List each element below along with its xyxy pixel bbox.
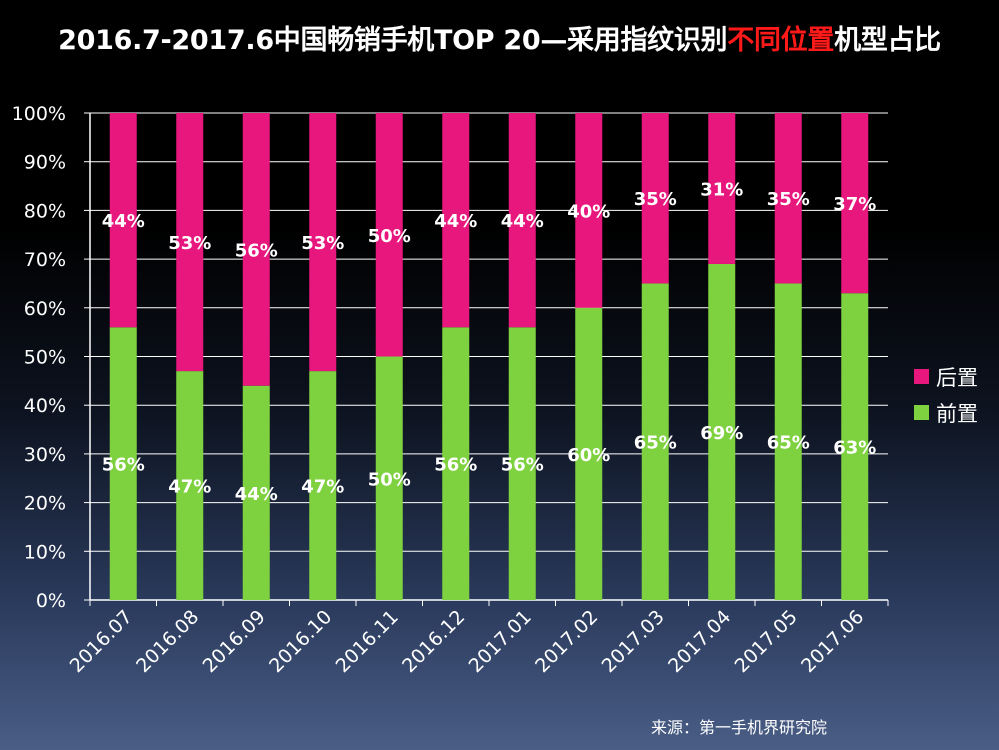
x-tick-label: 2017.06 xyxy=(797,606,868,677)
bar-front xyxy=(375,356,403,600)
bar-front xyxy=(442,327,470,600)
x-tick-label: 2016.07 xyxy=(66,606,137,677)
x-tick-label: 2017.03 xyxy=(598,606,669,677)
data-label-front: 56% xyxy=(501,455,544,476)
title-suffix: 机型占比 xyxy=(834,25,941,56)
data-label-rear: 53% xyxy=(301,233,344,254)
bar-rear xyxy=(375,113,403,357)
bar-rear xyxy=(176,113,204,372)
data-label-rear: 53% xyxy=(168,233,211,254)
bar-rear xyxy=(442,113,470,328)
source-note: 来源：第一手机界研究院 xyxy=(651,718,828,737)
x-tick-label: 2016.11 xyxy=(332,606,403,677)
bar-front xyxy=(641,283,669,600)
data-label-rear: 35% xyxy=(767,189,810,210)
data-label-front: 50% xyxy=(368,469,411,490)
data-label-front: 69% xyxy=(700,423,743,444)
bar-front xyxy=(774,283,802,600)
data-label-front: 47% xyxy=(301,477,344,498)
data-label-rear: 40% xyxy=(567,201,610,222)
y-tick-label: 60% xyxy=(24,298,66,320)
legend-swatch-front xyxy=(914,405,929,420)
bar-front xyxy=(176,371,204,600)
bar-front xyxy=(841,293,869,600)
y-tick-label: 20% xyxy=(24,493,66,515)
bar-front xyxy=(708,263,736,600)
bar-front xyxy=(109,327,137,600)
title-prefix: 2016.7-2017.6中国畅销手机TOP 20—采用指纹识别 xyxy=(58,25,728,56)
bar-front xyxy=(242,385,270,600)
bar-front xyxy=(309,371,337,600)
bar-rear xyxy=(575,113,603,308)
y-tick-label: 50% xyxy=(24,347,66,369)
bar-rear xyxy=(641,113,669,284)
x-tick-label: 2016.08 xyxy=(132,606,203,677)
bar-rear xyxy=(841,113,869,294)
y-tick-label: 10% xyxy=(24,541,66,563)
bar-front xyxy=(508,327,536,600)
data-label-front: 65% xyxy=(767,433,810,454)
data-label-front: 47% xyxy=(168,477,211,498)
y-tick-label: 90% xyxy=(24,152,66,174)
bar-rear xyxy=(508,113,536,328)
y-tick-label: 40% xyxy=(24,395,66,417)
x-tick-label: 2016.10 xyxy=(265,606,336,677)
legend-label-front: 前置 xyxy=(936,402,978,426)
y-tick-label: 80% xyxy=(24,200,66,222)
bar-rear xyxy=(242,113,270,386)
data-label-rear: 35% xyxy=(634,189,677,210)
data-label-rear: 56% xyxy=(235,240,278,261)
data-label-rear: 44% xyxy=(434,211,477,232)
y-tick-label: 100% xyxy=(12,103,66,125)
x-tick-label: 2017.05 xyxy=(731,606,802,677)
x-tick-label: 2016.09 xyxy=(199,606,270,677)
legend-label-rear: 后置 xyxy=(936,366,978,390)
data-label-front: 56% xyxy=(434,455,477,476)
y-tick-label: 30% xyxy=(24,444,66,466)
bar-rear xyxy=(708,113,736,264)
x-tick-label: 2017.01 xyxy=(465,606,536,677)
data-label-rear: 50% xyxy=(368,226,411,247)
data-label-front: 60% xyxy=(567,445,610,466)
data-label-front: 65% xyxy=(634,433,677,454)
bar-rear xyxy=(774,113,802,284)
y-tick-label: 0% xyxy=(36,590,66,612)
x-tick-label: 2017.02 xyxy=(531,606,602,677)
bar-rear xyxy=(309,113,337,372)
data-label-rear: 44% xyxy=(501,211,544,232)
data-label-front: 63% xyxy=(833,438,876,459)
y-tick-label: 70% xyxy=(24,249,66,271)
data-label-rear: 44% xyxy=(102,211,145,232)
bar-rear xyxy=(109,113,137,328)
data-label-rear: 31% xyxy=(700,179,743,200)
chart-title: 2016.7-2017.6中国畅销手机TOP 20—采用指纹识别不同位置机型占比 xyxy=(0,18,999,57)
x-tick-label: 2016.12 xyxy=(398,606,469,677)
x-tick-label: 2017.04 xyxy=(664,606,735,677)
title-highlight: 不同位置 xyxy=(727,25,835,56)
data-label-front: 44% xyxy=(235,484,278,505)
data-label-rear: 37% xyxy=(833,194,876,215)
data-label-front: 56% xyxy=(102,455,145,476)
legend-swatch-rear xyxy=(914,369,929,384)
bar-front xyxy=(575,307,603,600)
